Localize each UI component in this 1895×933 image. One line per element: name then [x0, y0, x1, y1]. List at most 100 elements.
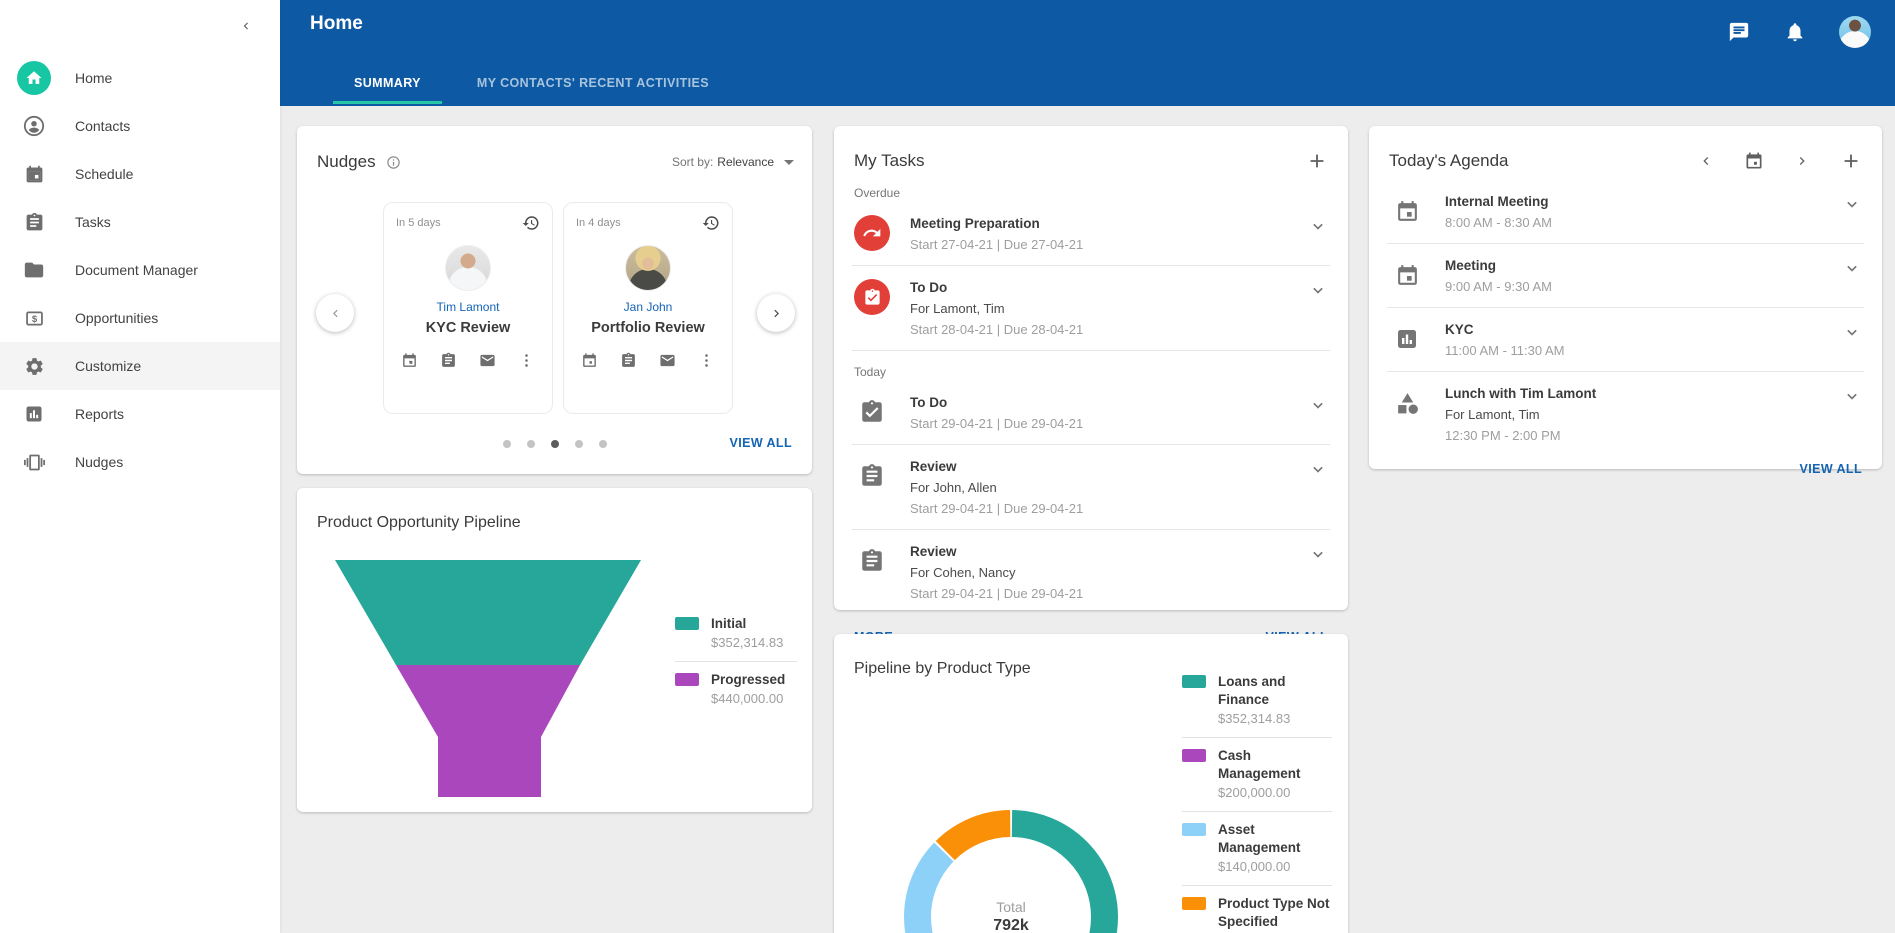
sidebar-item-label: Home	[75, 70, 113, 86]
email-icon[interactable]	[659, 352, 676, 369]
create-task-icon[interactable]	[620, 352, 637, 369]
sidebar-item-schedule[interactable]: Schedule	[0, 150, 280, 198]
expand-chevron-icon[interactable]	[1842, 386, 1862, 406]
agenda-card: Today's Agenda Internal Meeting 8:00	[1369, 126, 1882, 476]
legend-name: Cash Management	[1218, 748, 1301, 781]
carousel-dot[interactable]	[526, 440, 535, 448]
agenda-next-day-icon[interactable]	[1794, 153, 1810, 169]
add-task-icon[interactable]	[1306, 150, 1328, 172]
sidebar-item-opportunities[interactable]: $ Opportunities	[0, 294, 280, 342]
history-icon[interactable]	[702, 214, 720, 232]
legend-swatch	[1182, 897, 1206, 910]
email-icon[interactable]	[479, 352, 496, 369]
task-row[interactable]: Meeting Preparation Start 27-04-21 | Due…	[852, 202, 1330, 266]
expand-chevron-icon[interactable]	[1842, 194, 1862, 214]
chat-icon[interactable]	[1727, 20, 1751, 44]
schedule-meeting-icon[interactable]	[581, 352, 598, 369]
carousel-next-button[interactable]	[757, 294, 795, 332]
nudge-card-kyc-review[interactable]: In 5 days Tim Lamont KYC Review	[383, 202, 553, 414]
sidebar-item-label: Schedule	[75, 166, 134, 182]
agenda-row[interactable]: Internal Meeting 8:00 AM - 8:30 AM	[1387, 180, 1864, 244]
task-dates: Start 29-04-21 | Due 29-04-21	[910, 586, 1084, 601]
sidebar-item-document-manager[interactable]: Document Manager	[0, 246, 280, 294]
redo-icon	[854, 215, 890, 251]
sidebar-item-home[interactable]: Home	[0, 54, 280, 102]
sidebar-item-customize[interactable]: Customize	[0, 342, 280, 390]
nudge-card-portfolio-review[interactable]: In 4 days Jan John Portfolio Review	[563, 202, 733, 414]
expand-chevron-icon[interactable]	[1308, 216, 1328, 236]
sidebar-item-nudges[interactable]: Nudges	[0, 438, 280, 486]
expand-chevron-icon[interactable]	[1308, 395, 1328, 415]
create-task-icon[interactable]	[440, 352, 457, 369]
legend-swatch	[1182, 675, 1206, 688]
task-row[interactable]: Review For John, Allen Start 29-04-21 | …	[852, 445, 1330, 530]
header-actions	[1727, 16, 1871, 48]
agenda-view-all-button[interactable]: VIEW ALL	[1799, 462, 1862, 476]
contact-name-link[interactable]: Tim Lamont	[436, 300, 500, 314]
contact-name-link[interactable]: Jan John	[623, 300, 673, 314]
task-row[interactable]: Review For Cohen, Nancy Start 29-04-21 |…	[852, 530, 1330, 614]
schedule-meeting-icon[interactable]	[401, 352, 418, 369]
legend-item: Asset Management $140,000.00	[1182, 811, 1332, 885]
nudges-view-all-button[interactable]: VIEW ALL	[729, 436, 792, 450]
info-icon[interactable]	[386, 155, 401, 170]
notifications-bell-icon[interactable]	[1783, 20, 1807, 44]
sidebar-nav: Home Contacts Schedule Tasks	[0, 0, 280, 486]
sidebar-item-label: Contacts	[75, 118, 131, 134]
donut-chart-title: Pipeline by Product Type	[854, 660, 1031, 677]
task-check-icon	[854, 279, 890, 315]
funnel-chart	[335, 560, 641, 797]
sidebar-collapse-button[interactable]	[234, 14, 258, 38]
legend-item: Initial $352,314.83	[675, 606, 797, 661]
task-dates: Start 29-04-21 | Due 29-04-21	[910, 416, 1084, 431]
agenda-row[interactable]: KYC 11:00 AM - 11:30 AM	[1387, 308, 1864, 372]
contact-avatar	[445, 245, 491, 291]
carousel-prev-button[interactable]	[316, 294, 354, 332]
bar-chart-icon	[17, 397, 51, 431]
task-title: To Do	[910, 395, 948, 410]
legend-item: Loans and Finance $352,314.83	[1182, 664, 1332, 737]
sort-by-control[interactable]: Sort by: Relevance	[672, 155, 794, 169]
legend-name: Product Type Not Specified	[1218, 896, 1330, 929]
expand-chevron-icon[interactable]	[1308, 544, 1328, 564]
task-row[interactable]: To Do Start 29-04-21 | Due 29-04-21	[852, 381, 1330, 445]
pipeline-by-product-card: Pipeline by Product Type Total 792k Loan…	[834, 634, 1348, 933]
my-tasks-title: My Tasks	[854, 151, 925, 170]
expand-chevron-icon[interactable]	[1842, 258, 1862, 278]
carousel-dot[interactable]	[502, 440, 511, 448]
user-avatar[interactable]	[1839, 16, 1871, 48]
tab-summary[interactable]: SUMMARY	[333, 76, 442, 106]
carousel-dot[interactable]	[574, 440, 583, 448]
more-options-icon[interactable]	[518, 352, 535, 369]
legend-swatch	[1182, 823, 1206, 836]
chevron-left-icon	[239, 19, 253, 33]
funnel-stage-progressed	[396, 665, 580, 797]
nudges-title: Nudges	[317, 152, 376, 171]
legend-swatch	[675, 673, 699, 686]
task-title: Meeting Preparation	[910, 216, 1040, 231]
svg-text:$: $	[31, 314, 37, 325]
legend-name: Initial	[711, 616, 747, 631]
agenda-item-time: 12:30 PM - 2:00 PM	[1445, 428, 1561, 443]
agenda-row[interactable]: Meeting 9:00 AM - 9:30 AM	[1387, 244, 1864, 308]
agenda-item-title: Internal Meeting	[1445, 194, 1549, 209]
carousel-dot[interactable]	[598, 440, 607, 448]
task-row[interactable]: To Do For Lamont, Tim Start 28-04-21 | D…	[852, 266, 1330, 351]
sidebar-item-tasks[interactable]: Tasks	[0, 198, 280, 246]
carousel-dot[interactable]	[550, 440, 559, 448]
sidebar-item-label: Nudges	[75, 454, 124, 470]
agenda-calendar-icon[interactable]	[1744, 151, 1764, 171]
expand-chevron-icon[interactable]	[1308, 459, 1328, 479]
agenda-title: Today's Agenda	[1389, 151, 1509, 170]
tab-my-contacts-recent-activities[interactable]: MY CONTACTS' RECENT ACTIVITIES	[476, 76, 710, 90]
more-options-icon[interactable]	[698, 352, 715, 369]
add-event-icon[interactable]	[1840, 150, 1862, 172]
sidebar-item-contacts[interactable]: Contacts	[0, 102, 280, 150]
sidebar-item-reports[interactable]: Reports	[0, 390, 280, 438]
bar-chart-icon	[1389, 321, 1425, 357]
history-icon[interactable]	[522, 214, 540, 232]
agenda-prev-day-icon[interactable]	[1698, 153, 1714, 169]
expand-chevron-icon[interactable]	[1842, 322, 1862, 342]
expand-chevron-icon[interactable]	[1308, 280, 1328, 300]
agenda-row[interactable]: Lunch with Tim Lamont For Lamont, Tim 12…	[1387, 372, 1864, 456]
